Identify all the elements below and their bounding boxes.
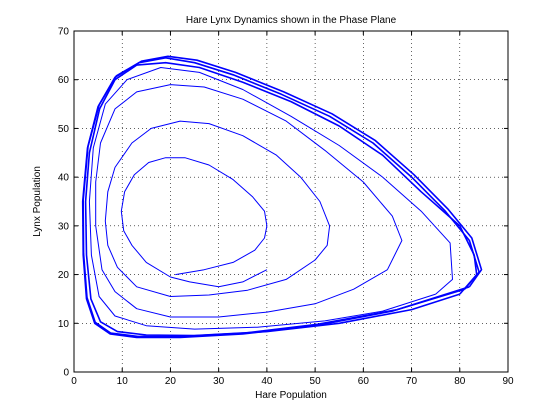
- chart-title: Hare Lynx Dynamics shown in the Phase Pl…: [186, 15, 397, 26]
- x-axis-label: Hare Population: [255, 390, 327, 401]
- x-tick-label: 90: [502, 376, 514, 387]
- x-tick-label: 0: [71, 376, 77, 387]
- trajectory-series: [81, 55, 483, 339]
- x-tick-label: 30: [213, 376, 225, 387]
- trajectory-line: [95, 84, 403, 318]
- plot-area: [73, 30, 509, 373]
- trajectory-line: [120, 157, 268, 288]
- trajectory-line: [88, 67, 453, 330]
- y-axis-label: Lynx Population: [32, 166, 43, 237]
- trajectory-line: [104, 120, 331, 297]
- axis-ticks: 0 10 20 30 40 50 60 70 80 90 0 10 20 30 40 50 60 70: [58, 27, 514, 388]
- x-tick-label: 70: [406, 376, 418, 387]
- y-tick-label: 50: [58, 124, 70, 135]
- trajectory-line: [82, 55, 483, 338]
- y-tick-label: 30: [58, 221, 70, 232]
- y-tick-label: 20: [58, 270, 70, 281]
- x-tick-label: 80: [454, 376, 466, 387]
- y-tick-label: 60: [58, 75, 70, 86]
- x-tick-label: 40: [261, 376, 273, 387]
- y-tick-label: 70: [58, 27, 70, 38]
- y-tick-label: 0: [63, 368, 69, 379]
- y-tick-label: 10: [58, 319, 70, 330]
- x-tick-label: 60: [358, 376, 370, 387]
- x-tick-label: 50: [310, 376, 322, 387]
- x-tick-label: 10: [117, 376, 129, 387]
- x-tick-label: 20: [165, 376, 177, 387]
- y-tick-label: 40: [58, 173, 70, 184]
